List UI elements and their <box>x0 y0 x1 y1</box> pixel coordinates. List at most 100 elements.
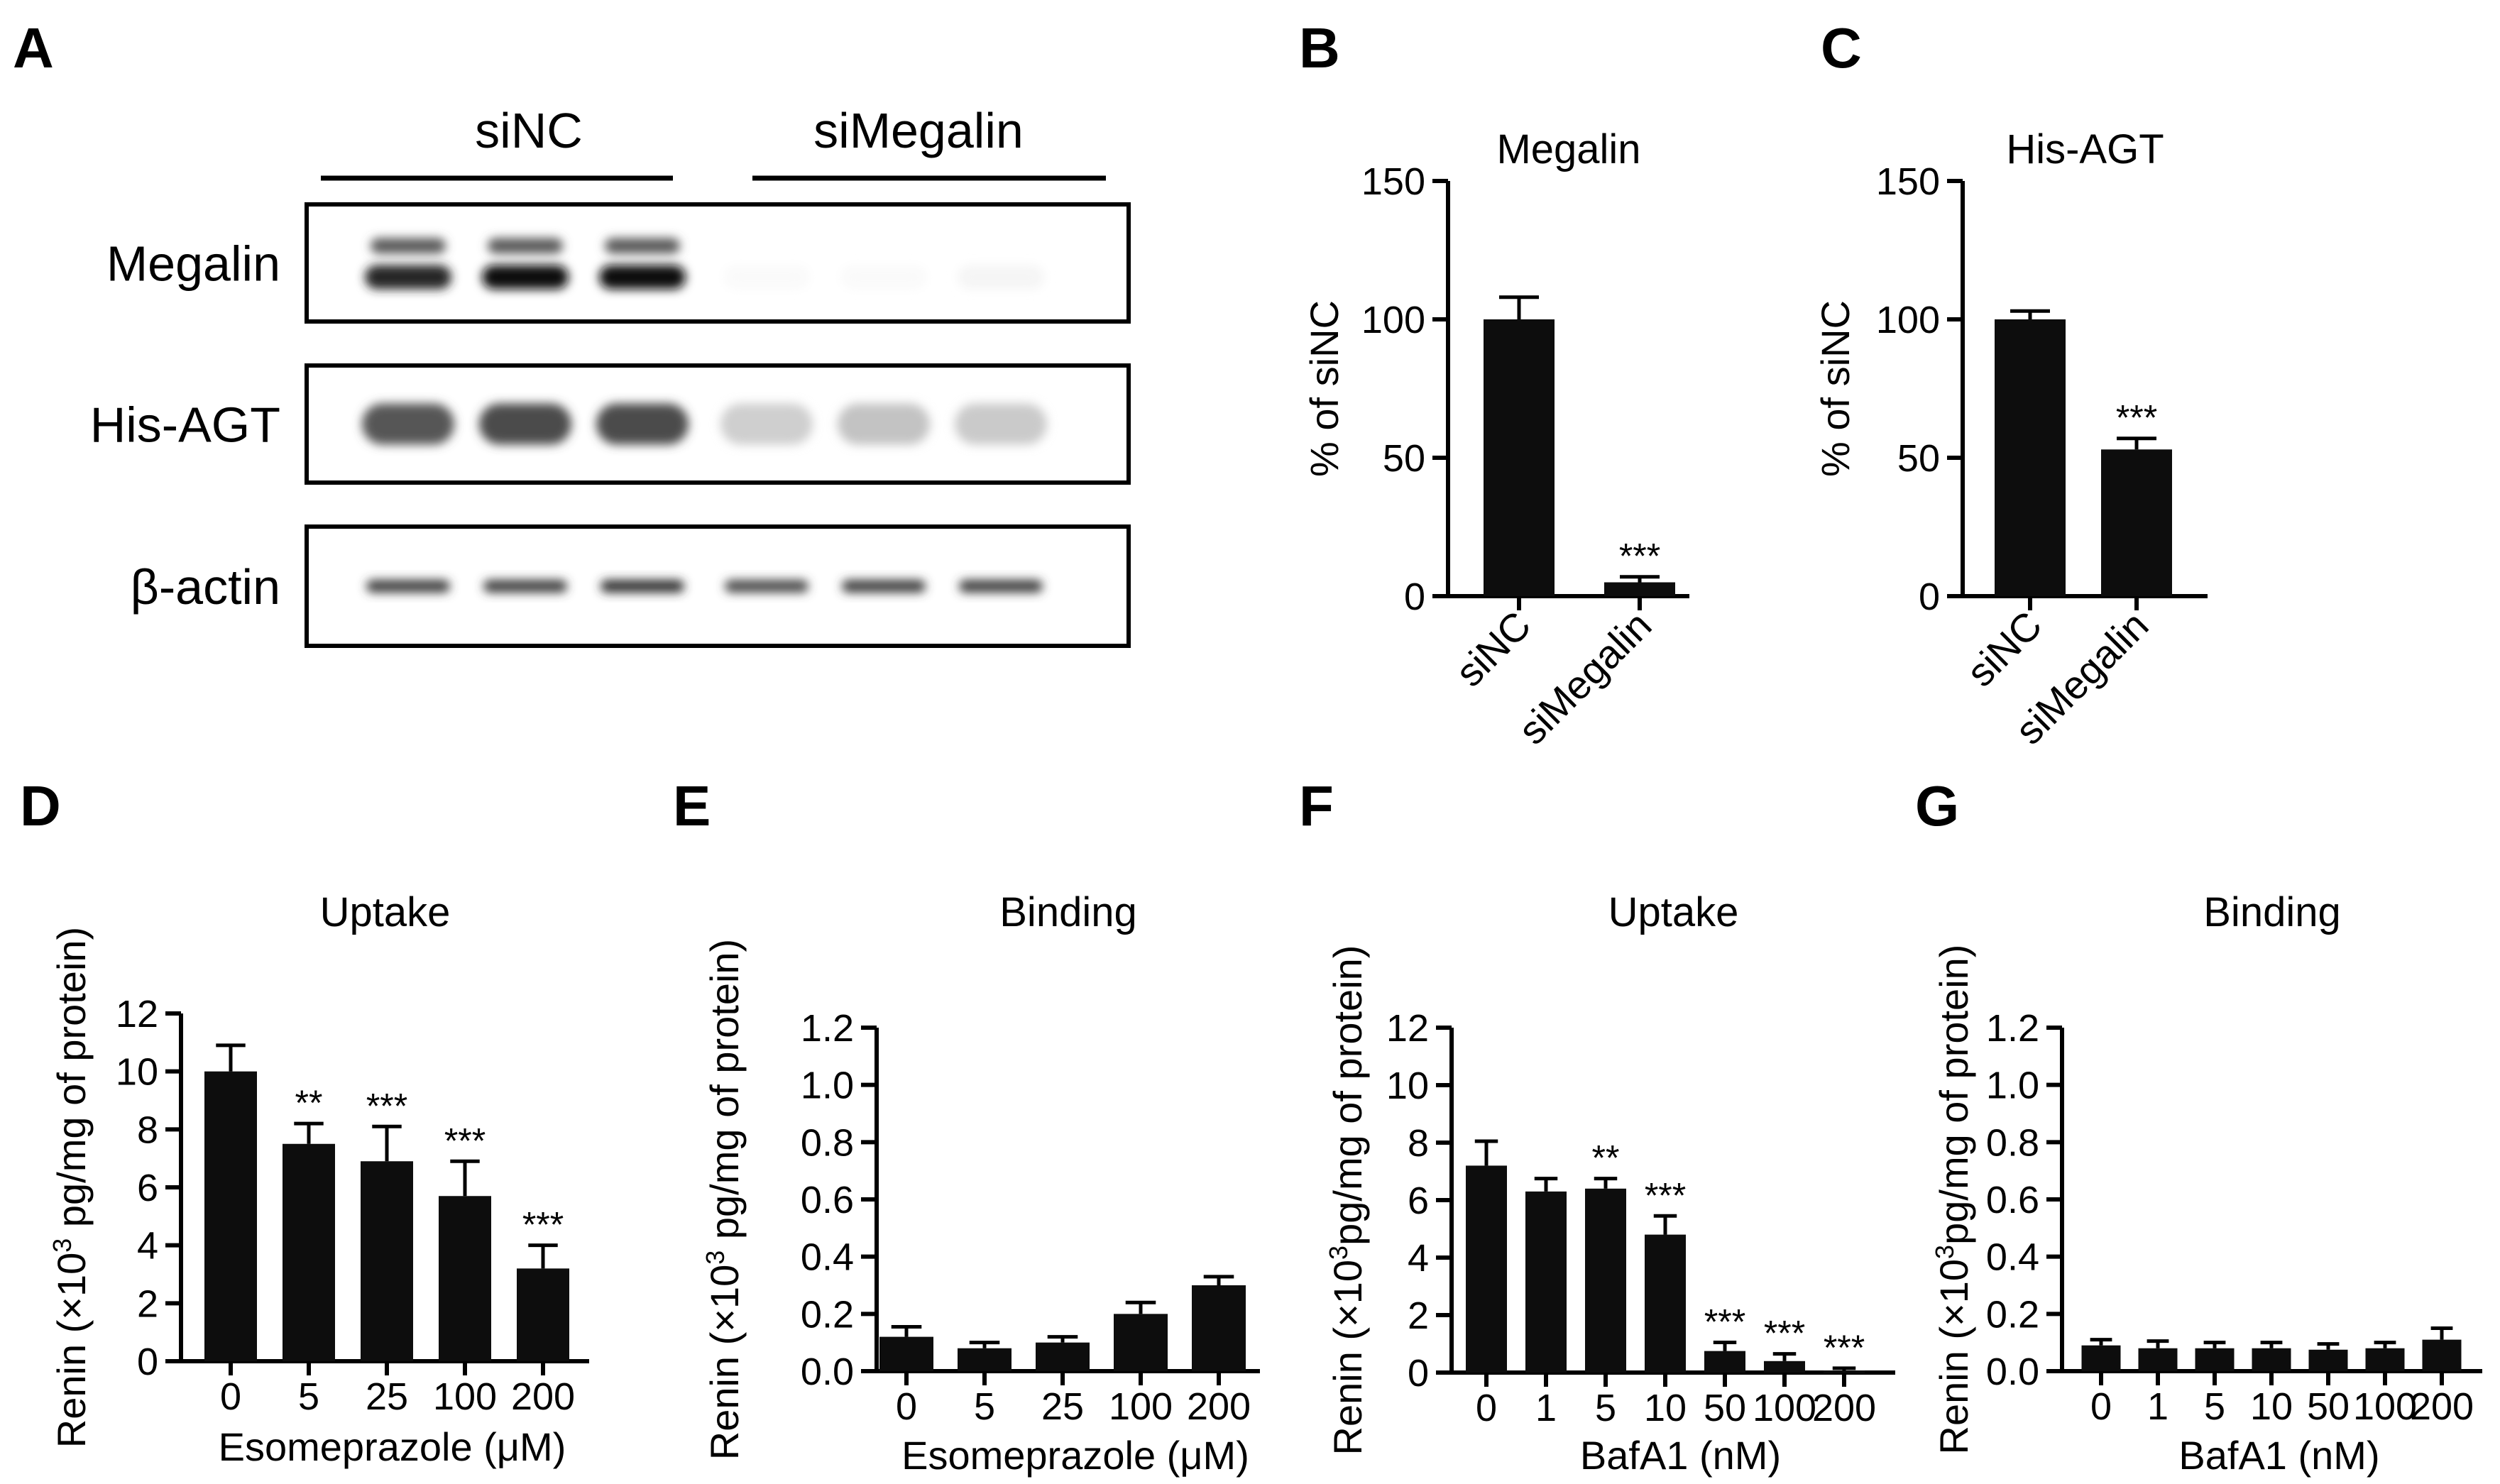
significance-label: *** <box>1645 1175 1686 1215</box>
x-tick-label: 100 <box>433 1375 497 1418</box>
y-tick-label: 4 <box>137 1225 158 1268</box>
y-tick-label: 4 <box>1408 1237 1429 1280</box>
significance-label: *** <box>444 1121 486 1160</box>
blot-band <box>959 580 1043 593</box>
chart-title: Uptake <box>1608 889 1739 935</box>
x-axis-label: Esomeprazole (μM) <box>219 1424 566 1469</box>
blot-band <box>955 403 1047 445</box>
y-tick-label: 1.0 <box>801 1065 854 1107</box>
bar <box>2138 1348 2178 1371</box>
blot-band <box>366 580 450 593</box>
panel-B: B Megalin 0 50 100 150 % of siNC siNC *** siMegal… <box>1299 16 1689 753</box>
blot-band <box>599 265 686 290</box>
y-tick-label: 12 <box>1386 1007 1429 1050</box>
bar <box>879 1336 933 1371</box>
y-tick-label: 6 <box>137 1167 158 1209</box>
bar <box>2252 1348 2291 1371</box>
blot-band <box>482 265 569 290</box>
blot-band <box>362 403 454 445</box>
blot-band <box>488 238 563 254</box>
bar <box>1114 1314 1168 1371</box>
x-tick-label: 5 <box>974 1385 995 1428</box>
y-tick-label: 0.8 <box>1986 1121 2039 1164</box>
panel-letter: E <box>673 774 711 837</box>
y-axis-label-part: Renin (×10 <box>702 1265 747 1461</box>
x-tick-label: 100 <box>1109 1385 1173 1428</box>
significance-label: *** <box>1619 537 1660 576</box>
y-tick-label: 10 <box>1386 1065 1429 1107</box>
x-tick-label: 25 <box>366 1375 408 1418</box>
y-tick-label: 8 <box>1408 1122 1429 1165</box>
bar <box>2308 1349 2348 1371</box>
row-label: His-AGT <box>90 397 280 453</box>
significance-label: *** <box>522 1205 564 1245</box>
y-axis-label-part: pg/mg of protein) <box>1931 945 1976 1245</box>
y-tick-label: 0.0 <box>1986 1351 2039 1393</box>
y-tick-label: 0.0 <box>801 1351 854 1393</box>
blot-band <box>725 580 808 593</box>
x-tick-label: 5 <box>2204 1385 2225 1428</box>
blot-band <box>958 265 1044 290</box>
x-tick-label: 200 <box>1812 1387 1876 1429</box>
y-tick-label: 0.2 <box>801 1293 854 1336</box>
y-axis-label-part: Renin (×10 <box>1931 1259 1976 1455</box>
x-tick-label: 50 <box>2307 1385 2350 1428</box>
bar <box>361 1161 413 1361</box>
y-tick-label: 150 <box>1361 160 1425 203</box>
y-tick-label: 12 <box>116 993 158 1035</box>
blot-band <box>479 403 571 445</box>
x-axis-label: BafA1 (nM) <box>1580 1433 1781 1478</box>
y-axis-label: Renin (×103 pg/mg of protein) <box>48 927 94 1448</box>
panel-E: E Binding 0.0 0.2 0.4 0.6 0.8 1.0 1.2 Renin (×103… <box>673 774 1260 1478</box>
y-tick-label: 10 <box>116 1051 158 1094</box>
y-tick-label: 1.2 <box>1986 1007 2039 1050</box>
y-axis-label-sup: 3 <box>701 1251 730 1265</box>
x-tick-label: 200 <box>511 1375 575 1418</box>
y-tick-label: 150 <box>1876 160 1940 203</box>
bar <box>1704 1351 1745 1373</box>
y-tick-label: 0.6 <box>801 1179 854 1221</box>
panel-letter: B <box>1299 16 1340 79</box>
y-tick-label: 100 <box>1876 299 1940 341</box>
x-tick-label: 100 <box>1753 1387 1816 1429</box>
bar <box>1604 582 1675 596</box>
blot-band <box>605 238 680 254</box>
y-tick-label: 50 <box>1383 437 1425 480</box>
y-tick-label: 0.4 <box>801 1236 854 1279</box>
y-axis-label-part: pg/mg of protein) <box>1325 945 1370 1246</box>
x-tick-label: 50 <box>1704 1387 1746 1429</box>
bar <box>2195 1348 2235 1371</box>
y-axis-label: % of siNC <box>1813 300 1858 477</box>
bar <box>1036 1342 1090 1371</box>
blot-band <box>371 238 446 254</box>
x-axis-label: BafA1 (nM) <box>2178 1433 2379 1478</box>
chart-title: His-AGT <box>2006 126 2164 172</box>
chart-title: Binding <box>999 889 1136 935</box>
significance-label: ** <box>295 1083 323 1123</box>
x-tick-label: 10 <box>2250 1385 2293 1428</box>
x-tick-label: 0 <box>1476 1387 1497 1429</box>
bar <box>2365 1348 2405 1371</box>
bar <box>1525 1191 1567 1373</box>
row-label: Megalin <box>106 236 280 292</box>
significance-label: *** <box>2116 398 2157 438</box>
x-tick-label: 25 <box>1041 1385 1084 1428</box>
bar <box>2422 1339 2462 1371</box>
y-axis-label-sup: 3 <box>1930 1245 1959 1259</box>
x-tick-label: siNC <box>1447 603 1539 695</box>
x-tick-label: 1 <box>1535 1387 1557 1429</box>
y-tick-label: 8 <box>137 1109 158 1151</box>
bar <box>1764 1361 1805 1373</box>
blot-band <box>483 580 567 593</box>
bar <box>958 1348 1011 1371</box>
y-tick-label: 6 <box>1408 1180 1429 1222</box>
significance-label: *** <box>1824 1328 1865 1368</box>
y-axis-label-part: pg/mg of protein) <box>702 939 747 1251</box>
y-tick-label: 0.6 <box>1986 1179 2039 1221</box>
y-axis-label-part: Renin (×10 <box>49 1253 94 1449</box>
y-axis-label: % of siNC <box>1302 300 1347 477</box>
x-tick-label: 10 <box>1644 1387 1687 1429</box>
